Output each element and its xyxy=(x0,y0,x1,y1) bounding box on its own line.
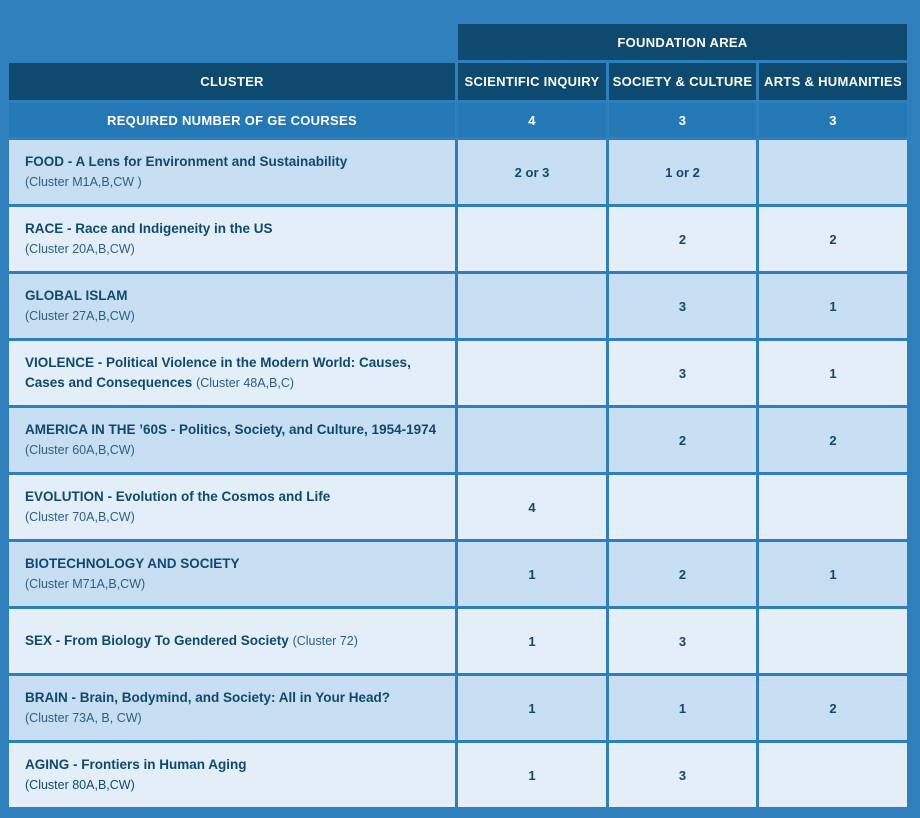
cluster-name-cell: AGING - Frontiers in Human Aging (Cluste… xyxy=(9,743,455,807)
arts-humanities-count xyxy=(759,743,907,807)
cluster-title: SEX - From Biology To Gendered Society xyxy=(25,633,289,648)
arts-humanities-count xyxy=(759,475,907,539)
header-blank xyxy=(9,24,455,60)
cluster-title-with-code: VIOLENCE - Political Violence in the Mod… xyxy=(25,353,441,393)
scientific-inquiry-count: 1 xyxy=(458,743,606,807)
scientific-inquiry-count xyxy=(458,341,606,405)
arts-humanities-count: 1 xyxy=(759,274,907,338)
arts-humanities-count xyxy=(759,609,907,673)
cluster-name-cell: GLOBAL ISLAM (Cluster 27A,B,CW) xyxy=(9,274,455,338)
ge-cluster-table: FOUNDATION AREA CLUSTER SCIENTIFIC INQUI… xyxy=(9,24,907,807)
scientific-inquiry-count xyxy=(458,408,606,472)
cluster-name-cell: BIOTECHNOLOGY AND SOCIETY (Cluster M71A,… xyxy=(9,542,455,606)
cluster-code: (Cluster 20A,B,CW) xyxy=(25,242,135,256)
society-culture-count: 3 xyxy=(609,341,756,405)
cluster-code: (Cluster M71A,B,CW) xyxy=(25,577,146,591)
required-arts-humanities: 3 xyxy=(759,103,907,137)
cluster-code: (Cluster 72) xyxy=(292,634,358,648)
cluster-title: VIOLENCE - Political Violence in the Mod… xyxy=(25,355,411,390)
society-culture-count: 3 xyxy=(609,743,756,807)
cluster-name-cell: VIOLENCE - Political Violence in the Mod… xyxy=(9,341,455,405)
cluster-title: BIOTECHNOLOGY AND SOCIETY xyxy=(25,556,240,571)
society-culture-column-header: SOCIETY & CULTURE xyxy=(609,63,756,100)
scientific-inquiry-count: 1 xyxy=(458,676,606,740)
society-culture-count: 2 xyxy=(609,542,756,606)
cluster-column-header: CLUSTER xyxy=(9,63,455,100)
arts-humanities-count: 2 xyxy=(759,676,907,740)
required-society-culture: 3 xyxy=(609,103,756,137)
cluster-title: RACE - Race and Indigeneity in the US xyxy=(25,221,273,236)
scientific-inquiry-count xyxy=(458,274,606,338)
scientific-inquiry-count: 1 xyxy=(458,609,606,673)
cluster-code: (Cluster 27A,B,CW) xyxy=(25,309,135,323)
scientific-inquiry-count: 4 xyxy=(458,475,606,539)
society-culture-count: 3 xyxy=(609,274,756,338)
foundation-area-header: FOUNDATION AREA xyxy=(458,24,907,60)
society-culture-count: 1 or 2 xyxy=(609,140,756,204)
cluster-code: (Cluster 80A,B,CW) xyxy=(25,778,135,792)
society-culture-count: 1 xyxy=(609,676,756,740)
society-culture-count: 2 xyxy=(609,207,756,271)
arts-humanities-count: 1 xyxy=(759,341,907,405)
scientific-inquiry-count: 2 or 3 xyxy=(458,140,606,204)
scientific-inquiry-count xyxy=(458,207,606,271)
society-culture-count: 2 xyxy=(609,408,756,472)
arts-humanities-count: 2 xyxy=(759,207,907,271)
arts-humanities-count xyxy=(759,140,907,204)
cluster-code: (Cluster 48A,B,C) xyxy=(196,376,295,390)
cluster-title-with-code: SEX - From Biology To Gendered Society (… xyxy=(25,631,358,651)
cluster-code: (Cluster 60A,B,CW) xyxy=(25,443,135,457)
cluster-title: AMERICA IN THE ’60S - Politics, Society,… xyxy=(25,422,437,437)
cluster-name-cell: BRAIN - Brain, Bodymind, and Society: Al… xyxy=(9,676,455,740)
cluster-name-cell: AMERICA IN THE ’60S - Politics, Society,… xyxy=(9,408,455,472)
cluster-title: GLOBAL ISLAM xyxy=(25,288,128,303)
cluster-title: FOOD - A Lens for Environment and Sustai… xyxy=(25,154,348,169)
cluster-name-cell: FOOD - A Lens for Environment and Sustai… xyxy=(9,140,455,204)
cluster-title: BRAIN - Brain, Bodymind, and Society: Al… xyxy=(25,690,391,705)
cluster-name-cell: EVOLUTION - Evolution of the Cosmos and … xyxy=(9,475,455,539)
scientific-inquiry-count: 1 xyxy=(458,542,606,606)
arts-humanities-count: 1 xyxy=(759,542,907,606)
required-courses-label: REQUIRED NUMBER OF GE COURSES xyxy=(9,103,455,137)
cluster-name-cell: SEX - From Biology To Gendered Society (… xyxy=(9,609,455,673)
cluster-title: AGING - Frontiers in Human Aging xyxy=(25,757,247,772)
scientific-inquiry-column-header: SCIENTIFIC INQUIRY xyxy=(458,63,606,100)
cluster-title: EVOLUTION - Evolution of the Cosmos and … xyxy=(25,489,331,504)
arts-humanities-column-header: ARTS & HUMANITIES xyxy=(759,63,907,100)
cluster-code: (Cluster 70A,B,CW) xyxy=(25,510,135,524)
cluster-name-cell: RACE - Race and Indigeneity in the US (C… xyxy=(9,207,455,271)
cluster-code: (Cluster M1A,B,CW ) xyxy=(25,175,142,189)
society-culture-count: 3 xyxy=(609,609,756,673)
cluster-code: (Cluster 73A, B, CW) xyxy=(25,711,142,725)
arts-humanities-count: 2 xyxy=(759,408,907,472)
required-scientific-inquiry: 4 xyxy=(458,103,606,137)
society-culture-count xyxy=(609,475,756,539)
